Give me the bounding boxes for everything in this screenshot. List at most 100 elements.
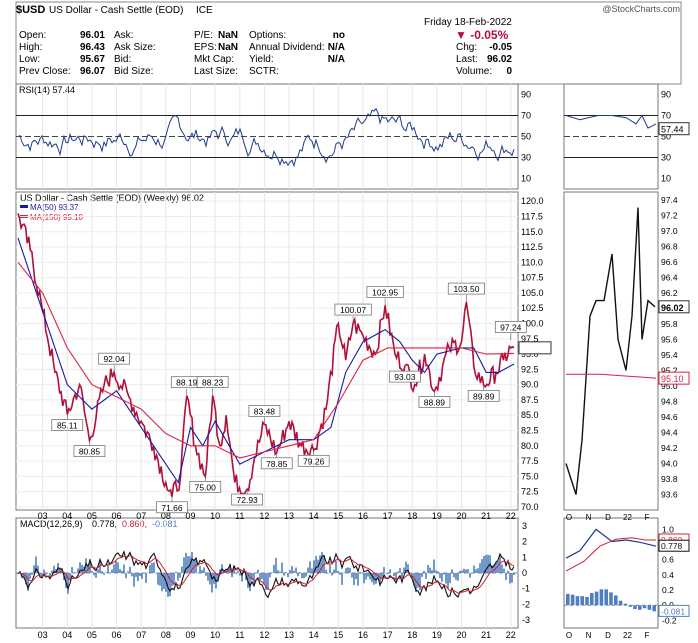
- macd-hist-bar: [77, 568, 79, 573]
- price-daily-y-tick: 94.0: [661, 458, 678, 468]
- macd-hist-bar: [505, 573, 507, 581]
- price-y-tick: 75.0: [521, 471, 539, 481]
- macd-hist-bar: [485, 554, 487, 573]
- macd-hist-bar: [495, 561, 497, 573]
- price-y-tick: 112.5: [521, 242, 543, 252]
- callout-label: 88.89: [424, 397, 446, 407]
- macd-hist-bar: [277, 569, 279, 573]
- macd-hist-bar: [115, 560, 117, 573]
- macd-signal-line: [17, 554, 515, 594]
- price-y-tick: 102.5: [521, 303, 544, 313]
- macd-hist-bar: [409, 573, 411, 574]
- macd-daily-panel: [563, 517, 659, 629]
- callout-box: [231, 493, 264, 506]
- macd-hist-bar: [493, 564, 495, 573]
- macd-y-tick: 3: [522, 521, 527, 531]
- x-tick-label: 04: [62, 511, 72, 521]
- x-tick-label: 03: [38, 511, 48, 521]
- callout-label: 72.93: [237, 495, 259, 505]
- rsi-daily-line: [565, 114, 657, 129]
- macd-daily-y-tick: 0.6: [662, 555, 674, 565]
- macd-hist-bar: [81, 564, 83, 573]
- macd-hist-bar: [353, 573, 355, 586]
- macd-hist-bar: [117, 562, 119, 573]
- macd-hist-bar: [27, 573, 29, 591]
- macd-hist-bar: [237, 570, 239, 573]
- symbol-name: US Dollar - Cash Settle (EOD): [49, 5, 183, 16]
- macd-hist-bar: [195, 559, 197, 573]
- ma50-line: [17, 237, 515, 484]
- macd-hist-bar: [509, 573, 511, 584]
- macd-hist-bar: [101, 571, 103, 573]
- macd-hist-bar: [313, 560, 315, 573]
- watermark: @StockCharts.com: [602, 4, 680, 14]
- price-y-tick: 100.0: [521, 318, 544, 328]
- macd-hist-bar: [173, 573, 175, 585]
- x-tick-label-bottom: 12: [259, 630, 269, 640]
- macd-hist-bar: [153, 562, 155, 573]
- price-daily-y-tick: 95.4: [661, 350, 678, 360]
- macd-hist-bar: [219, 569, 221, 573]
- x-tick-label-bottom: 11: [235, 630, 244, 640]
- macd-hist-bar: [329, 563, 331, 573]
- macd-hist-bar: [157, 573, 159, 585]
- symbol[interactable]: $USD: [16, 4, 45, 16]
- macd-hist-bar: [213, 573, 215, 584]
- price-daily-y-tick: 94.2: [661, 443, 678, 453]
- macd-hist-bar: [293, 570, 295, 573]
- macd-hist-bar: [285, 572, 287, 573]
- macd-title: MACD(12,26,9) 0.778, 0.860, -0.081: [20, 519, 178, 529]
- hdr-label-right-2: Volume:: [456, 66, 492, 77]
- macd-hist-bar: [149, 565, 151, 573]
- price-y-tick: 90.0: [521, 380, 539, 390]
- macd-y-tick: -3: [522, 615, 530, 625]
- macd-hist-bar: [25, 573, 27, 585]
- hdr-label-quote-1: High:: [19, 42, 42, 53]
- callout-box: [388, 370, 421, 383]
- macd-hist-bar: [239, 573, 241, 576]
- macd-hist-bar: [367, 573, 369, 577]
- callout-label: 83.48: [254, 407, 276, 417]
- macd-hist-bar: [209, 573, 211, 585]
- callout-box: [248, 405, 281, 417]
- macd-hist-bar: [413, 573, 415, 586]
- macd-hist-bar: [23, 573, 25, 579]
- hdr-value-right-2: 0: [506, 66, 512, 77]
- macd-hist-bar: [439, 573, 441, 579]
- macd-d-tag-value: -0.081: [661, 606, 685, 616]
- macd-hist-bar: [145, 573, 147, 583]
- macd-hist-bar: [249, 573, 251, 592]
- macd-hist-bar: [333, 569, 335, 573]
- macd-hist-bar: [265, 573, 267, 591]
- macd-daily-y-tick: 0.4: [662, 570, 674, 580]
- quote-date: Friday 18-Feb-2022: [424, 17, 512, 28]
- price-daily-panel: [563, 191, 659, 511]
- macd-hist-bar: [89, 558, 91, 573]
- macd-hist-bar: [131, 573, 133, 577]
- macd-hist-bar: [491, 565, 493, 573]
- macd-hist-bar: [427, 564, 429, 573]
- macd-hist-bar: [39, 573, 41, 576]
- macd-d-hist-bar: [580, 596, 584, 606]
- hdr-label-right-0: Chg:: [456, 42, 477, 53]
- macd-hist-bar: [169, 573, 171, 597]
- macd-hist-bar: [463, 568, 465, 573]
- hdr-label-div-3: SCTR:: [249, 66, 279, 77]
- macd-hist-bar: [193, 559, 195, 573]
- macd-hist-bar: [217, 573, 219, 583]
- hdr-value-right-0: -0.05: [489, 42, 512, 53]
- macd-hist-bar: [159, 573, 161, 586]
- macd-hist-bar: [121, 570, 123, 573]
- macd-daily-y-tick: 0.2: [662, 585, 674, 595]
- callout-box: [73, 445, 106, 457]
- callout-box: [51, 419, 84, 431]
- price-daily-y-tick: 97.0: [661, 226, 678, 236]
- macd-hist-bar: [95, 573, 97, 578]
- rsi-d-y-tick: 70: [661, 111, 671, 121]
- macd-hist-bar: [425, 573, 427, 579]
- macd-hist-bar: [205, 573, 207, 576]
- macd-hist-bar: [365, 573, 367, 580]
- price-line: [17, 213, 515, 497]
- x-tick-label-bottom: 10: [210, 630, 220, 640]
